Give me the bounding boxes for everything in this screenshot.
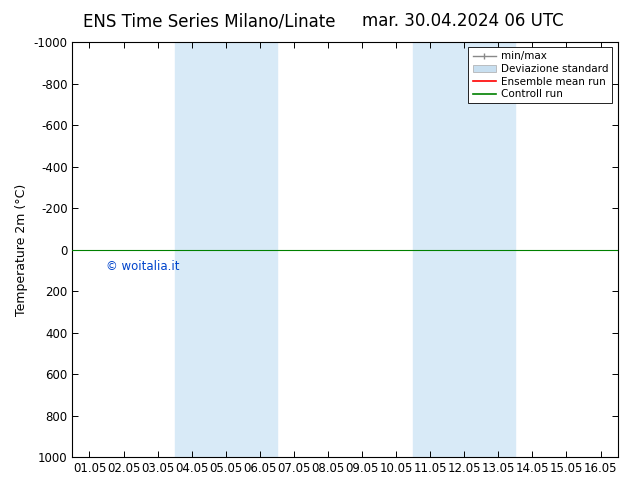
Text: ENS Time Series Milano/Linate: ENS Time Series Milano/Linate: [83, 12, 335, 30]
Text: © woitalia.it: © woitalia.it: [107, 260, 180, 273]
Text: mar. 30.04.2024 06 UTC: mar. 30.04.2024 06 UTC: [362, 12, 564, 30]
Bar: [413, 42, 515, 457]
Legend: min/max, Deviazione standard, Ensemble mean run, Controll run: min/max, Deviazione standard, Ensemble m…: [469, 47, 612, 103]
Y-axis label: Temperature 2m (°C): Temperature 2m (°C): [15, 183, 28, 316]
Bar: [174, 42, 277, 457]
